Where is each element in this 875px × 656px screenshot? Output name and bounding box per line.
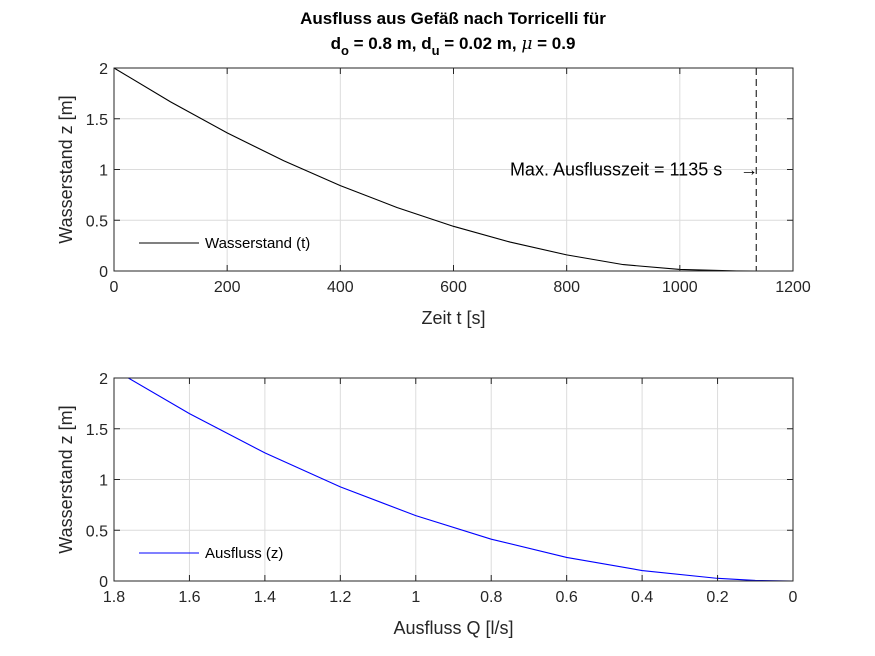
x-axis-label: Zeit t [s] [421, 308, 485, 328]
y-axis-label: Wasserstand z [m] [56, 95, 76, 243]
chart-title-line1: Ausfluss aus Gefäß nach Torricelli für [300, 9, 606, 28]
y-tick-label: 0.5 [86, 523, 108, 540]
title-d-u-value: = 0.02 m, [440, 34, 522, 53]
x-tick-label: 1000 [662, 279, 698, 296]
title-d-u: d [421, 34, 431, 53]
x-tick-label: 400 [327, 279, 354, 296]
x-tick-label: 1.8 [103, 589, 125, 606]
title-mu-symbol: μ [521, 34, 532, 54]
title-d-u-sub: u [432, 43, 440, 58]
x-tick-label: 800 [553, 279, 580, 296]
x-tick-label: 1.2 [329, 589, 351, 606]
max-time-annotation: Max. Ausflusszeit = 1135 s [510, 160, 722, 180]
x-tick-label: 1.6 [178, 589, 200, 606]
y-tick-label: 1.5 [86, 112, 108, 129]
x-tick-label: 0.8 [480, 589, 502, 606]
x-tick-label: 200 [214, 279, 241, 296]
y-tick-label: 2 [99, 61, 108, 78]
x-tick-label: 0 [789, 589, 798, 606]
x-tick-label: 600 [440, 279, 467, 296]
legend-label: Wasserstand (t) [205, 235, 310, 252]
y-tick-label: 2 [99, 371, 108, 388]
y-tick-label: 0 [99, 264, 108, 281]
x-tick-label: 0 [110, 279, 119, 296]
series-line-1 [128, 377, 794, 582]
annotation-arrow: → [740, 160, 758, 180]
title-mu-value: = 0.9 [532, 34, 575, 53]
x-tick-label: 0.4 [631, 589, 653, 606]
subplot-outflow: 1.8 1.6 1.4 1.2 1 0.8 0.6 0.4 0.2 0 0 0.5 1 1.5 2 Ausfl… [56, 371, 798, 638]
y-tick-label: 1.5 [86, 422, 108, 439]
chart-title-line2: do = 0.8 m, du = 0.02 m, μ = 0.9 [331, 34, 576, 58]
x-tick-label: 0.6 [556, 589, 578, 606]
legend-label: Ausfluss (z) [205, 545, 283, 562]
title-d-o-value: = 0.8 m, [349, 34, 421, 53]
y-tick-label: 0.5 [86, 213, 108, 230]
x-tick-label: 0.2 [706, 589, 728, 606]
title-d-o-sub: o [341, 43, 349, 58]
x-tick-label: 1.4 [254, 589, 276, 606]
x-axis-label: Ausfluss Q [l/s] [393, 618, 513, 638]
y-axis-label: Wasserstand z [m] [56, 405, 76, 553]
y-tick-label: 1 [99, 163, 108, 180]
x-tick-label: 1 [411, 589, 420, 606]
title-d-o: d [331, 34, 341, 53]
y-tick-label: 0 [99, 574, 108, 591]
y-tick-label: 1 [99, 473, 108, 490]
x-tick-label: 1200 [775, 279, 811, 296]
subplot-time: Max. Ausflusszeit = 1135 s → 0 200 400 600 800… [56, 61, 811, 328]
